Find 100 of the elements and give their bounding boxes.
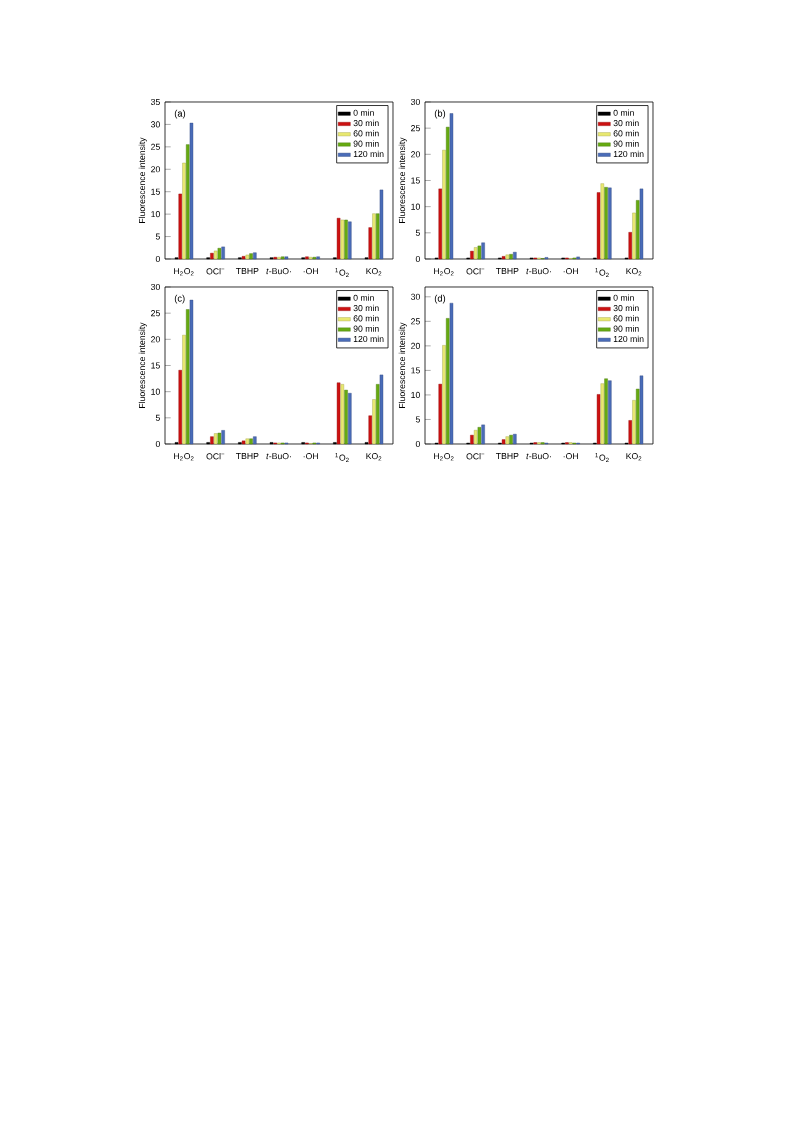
bar [189,122,194,260]
bar [379,374,384,445]
legend-label: 30 min [353,119,379,127]
bar [449,113,454,260]
bar [182,334,186,445]
x-tick-label: $^{1}$O$_{2}$ [335,453,349,463]
bar [628,420,632,445]
legend-label: 0 min [613,294,634,301]
bar [596,394,601,445]
y-tick-label: 5 [415,229,420,236]
bar [178,193,182,260]
bar [632,212,636,260]
bar [509,434,513,445]
bar [316,256,320,260]
legend-label: 0 min [353,109,374,116]
y-tick-label: 10 [151,211,160,218]
bar [213,250,218,260]
bar [368,227,372,260]
bar [336,217,341,260]
y-tick-label: 20 [411,151,420,158]
x-tick-label: ·OH [563,453,578,460]
x-tick-label: ·OH [303,453,318,460]
bar [281,256,285,260]
y-axis-title: Fluorescence intensity [138,322,147,408]
bar [442,149,446,260]
x-tick-label: H$_{2}$O$_{2}$ [434,268,454,276]
bar [245,438,250,445]
bar [596,192,601,260]
bar [481,424,485,445]
legend-label: 0 min [353,294,374,301]
x-tick-label: KO$_{2}$ [626,268,642,276]
bar [449,302,454,445]
bar [505,254,510,260]
legend-label: 90 min [613,325,639,332]
bar [477,245,482,260]
y-tick-label: 35 [150,98,160,106]
y-tick-label: 15 [151,188,160,195]
bar [368,415,372,445]
bar [576,256,580,260]
x-tick-label: $^{1}$O$_{2}$ [335,268,349,278]
legend-label: 120 min [613,335,644,343]
bar [470,434,474,445]
bar [305,256,309,260]
y-tick-label: 15 [411,177,420,184]
bar [632,400,636,445]
bar [600,383,605,445]
x-tick-label: H$_{2}$O$_{2}$ [174,453,194,461]
legend-label: 30 min [353,304,379,312]
bar [473,247,478,260]
x-tick-label: KO$_{2}$ [626,453,642,461]
x-tick-label: TBHP [235,453,259,460]
y-tick-label: 10 [411,391,420,398]
bar [473,430,478,445]
legend-label: 120 min [353,150,384,158]
y-tick-label: 25 [151,310,160,317]
bar [241,256,246,260]
y-tick-label: 0 [415,440,420,448]
bar [509,254,513,260]
legend-label: 60 min [353,315,379,322]
bar [217,432,222,445]
y-axis-title: Fluorescence intensity [398,322,407,408]
y-tick-label: 0 [155,440,160,448]
y-tick-label: 20 [151,336,160,343]
bar [210,252,214,260]
legend-label: 120 min [613,150,644,158]
x-tick-label: ·OH [303,268,318,275]
text: (c) [174,294,185,304]
bar [513,433,517,445]
legend-label: 30 min [613,119,639,127]
y-tick-label: 30 [150,283,160,291]
bar [442,345,446,445]
x-tick-label: $^{1}$O$_{2}$ [595,268,609,278]
bar [501,256,506,260]
bar [481,242,485,260]
bar [628,232,632,260]
bar [249,438,253,445]
x-tick-label: TBHP [495,268,519,275]
text: (a) [174,109,186,119]
bar [600,183,605,260]
bar [178,370,182,445]
bar [245,254,250,260]
y-tick-label: 5 [155,414,160,421]
y-tick-label: 25 [151,143,160,150]
x-tick-label: t-BuO· [526,268,551,275]
bar [336,382,341,445]
y-tick-label: 15 [151,362,160,369]
x-tick-label: KO$_{2}$ [366,268,382,276]
x-tick-label: t-BuO· [266,268,291,275]
bar [241,440,246,445]
legend-label: 90 min [613,140,639,147]
text: (d) [434,294,446,304]
x-tick-label: ·OH [563,268,578,275]
bar [505,436,510,445]
x-tick-label: OCl$^{−}$ [466,453,485,460]
bar [501,439,506,445]
bar [379,189,384,260]
bar [189,299,194,445]
y-axis-title: Fluorescence intensity [138,137,147,223]
bar [639,375,644,445]
bar [348,393,352,445]
